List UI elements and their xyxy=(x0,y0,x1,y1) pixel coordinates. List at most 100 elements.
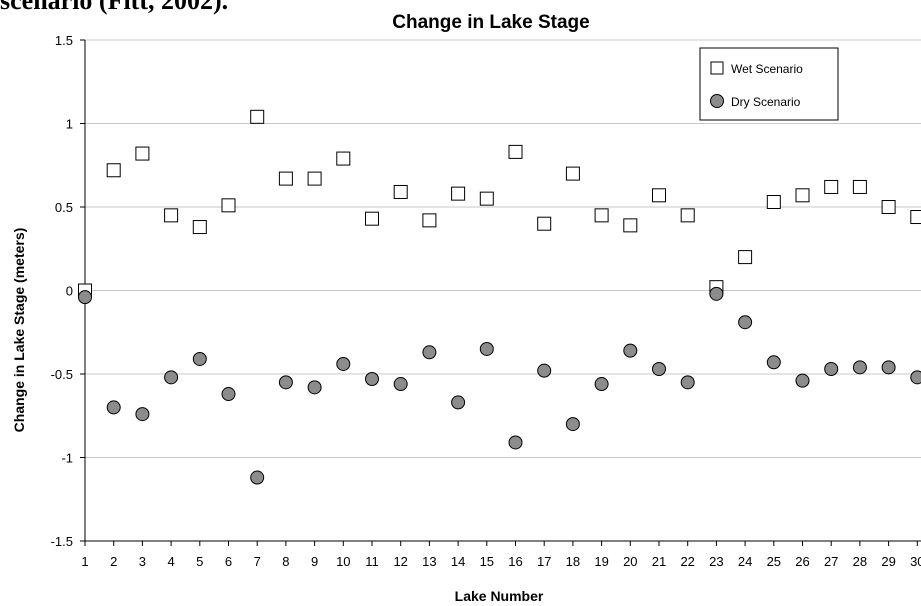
dry-scenario-point xyxy=(910,370,921,385)
dry-scenario-point xyxy=(336,356,351,371)
wet-scenario-point xyxy=(307,171,322,186)
wet-scenario-point xyxy=(537,216,552,231)
wet-scenario-point xyxy=(795,188,810,203)
wet-scenario-point xyxy=(881,200,896,214)
dry-scenario-point xyxy=(422,345,437,360)
wet-scenario-point xyxy=(852,179,867,194)
x-tick-label: 13 xyxy=(422,554,436,569)
wet-scenario-point xyxy=(106,163,121,178)
x-tick-label: 29 xyxy=(881,554,895,569)
x-tick-label: 3 xyxy=(139,554,146,569)
dry-scenario-point xyxy=(135,407,150,422)
y-axis-label: Change in Lake Stage (meters) xyxy=(11,228,27,433)
legend-wet-label: Wet Scenario xyxy=(731,62,803,76)
wet-scenario-point xyxy=(565,166,580,181)
y-tick-labels: 1.5 1 0.5 0 -0.5 -1 -1.5 xyxy=(51,33,73,549)
dry-scenario-point xyxy=(221,387,236,402)
x-tick-label: 19 xyxy=(594,554,608,569)
dry-scenario-point xyxy=(565,417,580,432)
dry-scenario-point xyxy=(852,360,867,375)
dry-scenario-point xyxy=(766,355,781,370)
wet-scenario-point xyxy=(680,208,695,223)
wet-scenario-point xyxy=(164,208,179,223)
wet-scenario-point xyxy=(221,198,236,213)
x-axis-label: Lake Number xyxy=(455,588,544,604)
x-tick-label: 22 xyxy=(680,554,694,569)
wet-scenario-point xyxy=(910,210,921,225)
wet-scenario-point xyxy=(652,188,666,203)
x-tick-label: 20 xyxy=(623,554,637,569)
dry-scenario-point xyxy=(881,360,896,375)
y-tick-label: -1 xyxy=(61,451,73,466)
wet-scenario-point xyxy=(594,208,609,223)
wet-scenario-point xyxy=(393,184,408,199)
x-tick-label: 5 xyxy=(196,554,203,569)
dry-scenario-point xyxy=(192,351,207,366)
x-tick-label: 30 xyxy=(910,554,921,569)
legend-dry-label: Dry Scenario xyxy=(731,95,801,109)
dry-scenario-point xyxy=(164,370,179,385)
data-points xyxy=(78,109,921,485)
x-tick-label: 1 xyxy=(81,554,88,569)
x-tick-label: 28 xyxy=(853,554,867,569)
dry-scenario-point xyxy=(508,435,523,450)
wet-scenario-point xyxy=(278,171,293,186)
gridlines xyxy=(85,39,921,458)
y-tick-label: 0 xyxy=(66,284,73,299)
dry-scenario-point xyxy=(795,373,810,388)
wet-scenario-point xyxy=(824,179,839,194)
x-tick-label: 8 xyxy=(282,554,289,569)
x-tick-label: 26 xyxy=(795,554,809,569)
dry-scenario-point xyxy=(365,372,379,387)
legend: Wet Scenario Dry Scenario xyxy=(699,47,839,121)
y-tick-label: 1 xyxy=(66,117,73,132)
chart-title: Change in Lake Stage xyxy=(392,12,589,33)
y-tick-label: -0.5 xyxy=(51,367,73,382)
x-tick-label: 21 xyxy=(652,554,666,569)
wet-scenario-point xyxy=(135,146,150,161)
x-tick-label: 14 xyxy=(451,554,465,569)
x-tick-label: 23 xyxy=(709,554,723,569)
x-tick-label: 11 xyxy=(365,554,379,569)
x-tick-label: 27 xyxy=(824,554,838,569)
x-tick-label: 4 xyxy=(167,554,174,569)
x-tick-label: 25 xyxy=(767,554,781,569)
wet-scenario-point xyxy=(250,109,265,124)
x-tick-label: 17 xyxy=(537,554,551,569)
dry-scenario-point xyxy=(106,400,121,415)
x-tick-labels: 1 2 3 4 5 6 7 8 9 10 11 12 13 14 15 16 17 18 19 20 21 22 23 24 2… xyxy=(81,554,921,569)
x-tick-label: 18 xyxy=(566,554,580,569)
dry-scenario-point xyxy=(824,361,839,376)
dry-scenario-point xyxy=(594,377,609,392)
wet-scenario-point xyxy=(365,211,379,226)
y-tick-label: 0.5 xyxy=(55,200,73,215)
dry-scenario-point xyxy=(451,395,466,410)
dry-scenario-point xyxy=(250,470,265,485)
dry-scenario-point xyxy=(652,361,666,376)
wet-scenario-point xyxy=(738,250,753,265)
wet-scenario-point xyxy=(766,194,781,209)
wet-scenario-point xyxy=(192,220,207,235)
x-tick-label: 24 xyxy=(738,554,752,569)
x-tick-label: 6 xyxy=(225,554,232,569)
dry-scenario-point xyxy=(278,375,293,390)
y-tick-label: -1.5 xyxy=(51,534,73,549)
wet-scenario-point xyxy=(422,213,437,228)
dry-scenario-point xyxy=(537,363,552,378)
clipped-caption-text: scenario (Fitt, 2002). xyxy=(0,0,229,15)
dry-scenario-point xyxy=(709,286,724,301)
legend-wet-marker xyxy=(710,61,724,75)
dry-scenario-point xyxy=(78,290,92,305)
x-tick-label: 15 xyxy=(480,554,494,569)
dry-scenario-point xyxy=(680,375,695,390)
dry-scenario-point xyxy=(307,380,322,395)
x-tick-label: 16 xyxy=(508,554,522,569)
legend-dry-marker xyxy=(710,94,724,108)
y-tick-label: 1.5 xyxy=(55,33,73,48)
x-tick-label: 2 xyxy=(110,554,117,569)
wet-scenario-point xyxy=(508,144,523,159)
dry-scenario-point xyxy=(393,377,408,392)
x-tick-label: 12 xyxy=(393,554,407,569)
legend-box xyxy=(699,47,839,121)
